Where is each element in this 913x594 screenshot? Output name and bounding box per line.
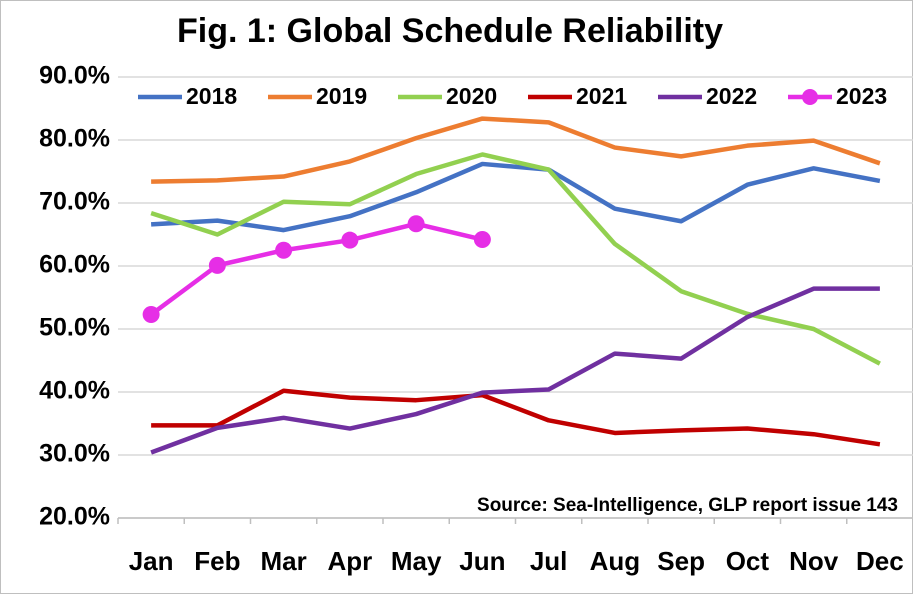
chart-title: Fig. 1: Global Schedule Reliability (177, 12, 723, 50)
x-tick-label: Sep (657, 546, 705, 576)
y-tick-label: 90.0% (39, 62, 110, 90)
y-tick-label: 60.0% (39, 251, 110, 279)
series-line (149, 221, 483, 317)
legend-label: 2021 (576, 83, 627, 109)
x-tick-label: Mar (261, 546, 307, 576)
y-tick-label: 50.0% (39, 314, 110, 342)
y-tick-label: 80.0% (39, 125, 110, 153)
series-line (151, 388, 881, 447)
x-tick-label: Jun (459, 546, 505, 576)
x-tick-label: Apr (327, 546, 372, 576)
series-line (150, 161, 881, 233)
series-line (150, 286, 880, 455)
y-tick-label: 70.0% (39, 188, 110, 216)
legend-label: 2023 (836, 83, 887, 109)
y-tick-label: 20.0% (39, 503, 110, 531)
point-marker (407, 215, 425, 233)
y-tick-label: 30.0% (39, 440, 110, 468)
x-tick-label: May (391, 546, 442, 576)
legend-label: 2022 (706, 83, 757, 109)
legend-label: 2020 (446, 83, 497, 109)
point-marker (208, 256, 226, 274)
x-tick-label: Feb (194, 546, 240, 576)
series-line (150, 152, 881, 366)
y-tick-label: 40.0% (39, 377, 110, 405)
point-marker (275, 241, 293, 259)
x-tick-label: Nov (789, 546, 839, 576)
legend-label: 2018 (186, 83, 237, 109)
x-tick-label: Dec (856, 546, 904, 576)
point-marker (142, 306, 160, 324)
x-tick-label: Oct (726, 546, 770, 576)
x-tick-label: Jan (129, 546, 174, 576)
source-note: Source: Sea-Intelligence, GLP report iss… (477, 495, 898, 516)
point-marker (341, 231, 359, 249)
legend-marker (802, 89, 818, 105)
x-tick-label: Jul (530, 546, 568, 576)
point-marker (473, 231, 491, 249)
series-line (151, 116, 881, 184)
legend-label: 2019 (316, 83, 367, 109)
x-tick-label: Aug (590, 546, 641, 576)
